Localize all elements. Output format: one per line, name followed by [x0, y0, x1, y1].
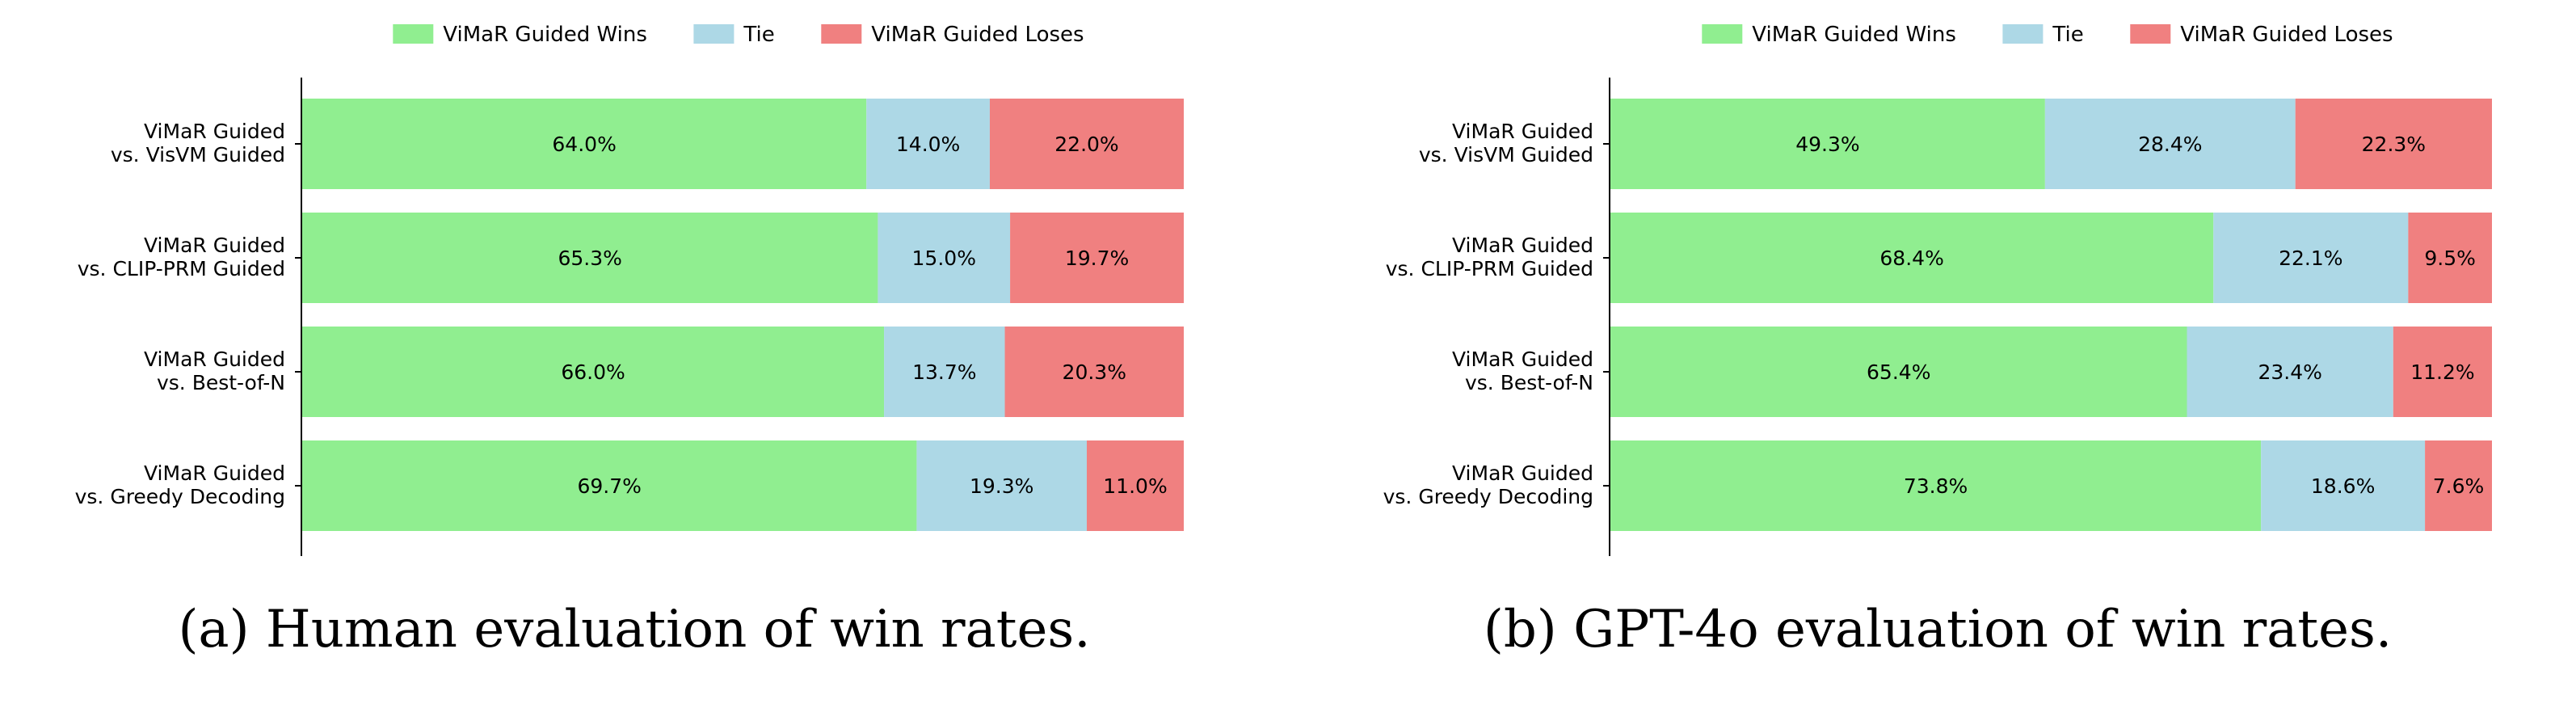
data-label-vimar-guided-loses-2: 9.5%	[2424, 247, 2476, 270]
bar-tie-4	[2261, 440, 2426, 531]
y-tick-label-1-line-1: ViMaR Guided	[1452, 120, 1593, 143]
legend-swatch-tie	[2002, 24, 2044, 44]
bar-vimar-guided-loses-4	[2425, 440, 2492, 531]
bar-vimar-guided-loses-4	[1086, 440, 1184, 531]
bar-tie-4	[916, 440, 1087, 531]
data-label-vimar-guided-wins-4: 73.8%	[1904, 474, 1968, 498]
data-label-tie-3: 23.4%	[2258, 360, 2321, 384]
y-tick-label-1-line-2: vs. VisVM Guided	[1419, 143, 1593, 166]
legend-swatch-vimar-guided-loses	[821, 24, 862, 44]
legend: ViMaR Guided Wins Tie ViMaR Guided Loses	[393, 23, 1084, 47]
bar-tie-3	[2187, 327, 2393, 417]
bar-vimar-guided-wins-3	[1610, 327, 2187, 417]
legend-label-vimar-guided-loses: ViMaR Guided Loses	[2180, 23, 2393, 47]
panel-gpt4o-evaluation: ViMaR Guided Wins Tie ViMaR Guided Loses 49…	[1383, 23, 2492, 660]
data-label-vimar-guided-wins-3: 65.4%	[1867, 360, 1930, 384]
legend-swatch-tie	[693, 24, 734, 44]
data-label-vimar-guided-loses-1: 22.3%	[2362, 133, 2426, 156]
data-label-tie-3: 13.7%	[912, 360, 976, 384]
data-label-vimar-guided-wins-4: 69.7%	[578, 474, 642, 498]
y-tick-label-2-line-2: vs. CLIP-PRM Guided	[78, 257, 285, 280]
legend-swatch-vimar-guided-loses	[2130, 24, 2171, 44]
figure-caption: (a) Human evaluation of win rates.	[178, 600, 1090, 660]
data-label-vimar-guided-wins-1: 49.3%	[1795, 133, 1859, 156]
legend-label-vimar-guided-wins: ViMaR Guided Wins	[1752, 23, 1956, 47]
legend: ViMaR Guided Wins Tie ViMaR Guided Loses	[1702, 23, 2393, 47]
y-tick-label-2-line-1: ViMaR Guided	[144, 234, 285, 257]
bar-vimar-guided-wins-4	[302, 440, 917, 531]
bar-vimar-guided-loses-1	[2295, 99, 2492, 189]
data-label-vimar-guided-loses-2: 19.7%	[1065, 247, 1129, 270]
y-tick-label-2-line-1: ViMaR Guided	[1452, 234, 1593, 257]
legend-swatch-vimar-guided-wins	[393, 24, 434, 44]
y-tick-label-1-line-1: ViMaR Guided	[144, 120, 285, 143]
data-label-vimar-guided-loses-3: 11.2%	[2410, 360, 2474, 384]
data-label-vimar-guided-wins-2: 68.4%	[1879, 247, 1943, 270]
data-label-tie-1: 28.4%	[2138, 133, 2202, 156]
bar-vimar-guided-loses-3	[2393, 327, 2492, 417]
y-tick-label-3-line-1: ViMaR Guided	[1452, 348, 1593, 371]
y-tick-label-3-line-1: ViMaR Guided	[144, 348, 285, 371]
y-tick-label-2-line-2: vs. CLIP-PRM Guided	[1386, 257, 1593, 280]
bar-vimar-guided-wins-2	[302, 213, 878, 303]
legend-label-tie: Tie	[743, 23, 774, 47]
data-label-tie-4: 18.6%	[2311, 474, 2375, 498]
y-tick-label-1-line-2: vs. VisVM Guided	[111, 143, 285, 166]
legend-label-vimar-guided-loses: ViMaR Guided Loses	[871, 23, 1084, 47]
bar-vimar-guided-loses-2	[1010, 213, 1184, 303]
legend-swatch-vimar-guided-wins	[1702, 24, 1743, 44]
data-label-tie-2: 15.0%	[912, 247, 976, 270]
data-label-vimar-guided-loses-3: 20.3%	[1063, 360, 1126, 384]
bar-vimar-guided-wins-1	[302, 99, 867, 189]
data-label-tie-2: 22.1%	[2279, 247, 2342, 270]
bar-tie-1	[866, 99, 990, 189]
data-label-vimar-guided-wins-1: 64.0%	[552, 133, 616, 156]
bar-tie-3	[884, 327, 1005, 417]
y-tick-label-4-line-2: vs. Greedy Decoding	[1383, 485, 1593, 508]
y-tick-label-3-line-2: vs. Best-of-N	[157, 371, 285, 394]
bar-vimar-guided-wins-3	[302, 327, 885, 417]
data-label-tie-1: 14.0%	[896, 133, 960, 156]
bar-tie-1	[2044, 99, 2296, 189]
data-label-vimar-guided-loses-4: 7.6%	[2433, 474, 2485, 498]
bar-vimar-guided-loses-3	[1004, 327, 1184, 417]
figure-caption: (b) GPT-4o evaluation of win rates.	[1484, 600, 2392, 660]
bar-vimar-guided-wins-2	[1610, 213, 2214, 303]
bar-vimar-guided-wins-1	[1610, 99, 2045, 189]
data-label-vimar-guided-wins-2: 65.3%	[558, 247, 622, 270]
bar-tie-2	[878, 213, 1011, 303]
y-tick-label-4-line-2: vs. Greedy Decoding	[75, 485, 285, 508]
panel-human-evaluation: ViMaR Guided Wins Tie ViMaR Guided Loses 64…	[75, 23, 1184, 660]
y-tick-label-4-line-1: ViMaR Guided	[144, 461, 285, 485]
bar-vimar-guided-wins-4	[1610, 440, 2262, 531]
bar-vimar-guided-loses-1	[989, 99, 1184, 189]
data-label-tie-4: 19.3%	[970, 474, 1033, 498]
legend-label-vimar-guided-wins: ViMaR Guided Wins	[443, 23, 647, 47]
data-label-vimar-guided-wins-3: 66.0%	[561, 360, 625, 384]
y-tick-label-3-line-2: vs. Best-of-N	[1465, 371, 1593, 394]
bar-tie-2	[2213, 213, 2409, 303]
legend-label-tie: Tie	[2052, 23, 2083, 47]
data-label-vimar-guided-loses-1: 22.0%	[1054, 133, 1118, 156]
bar-vimar-guided-loses-2	[2408, 213, 2492, 303]
y-tick-label-4-line-1: ViMaR Guided	[1452, 461, 1593, 485]
data-label-vimar-guided-loses-4: 11.0%	[1103, 474, 1167, 498]
